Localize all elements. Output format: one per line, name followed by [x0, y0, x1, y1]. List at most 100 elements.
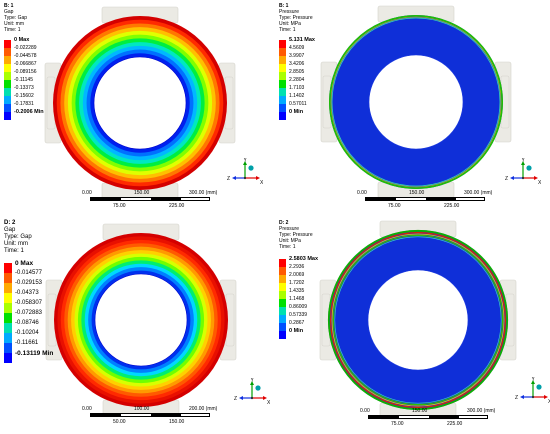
- scale-bar-graphic: [90, 413, 210, 417]
- view-sphere-icon: [536, 384, 542, 390]
- legend-swatch: [4, 80, 11, 88]
- scale-bar: 0.00 150.00 300.00 (mm) 75.00 225.00: [82, 190, 275, 216]
- legend-swatch: [4, 48, 11, 56]
- axis-triad: Y X Z: [515, 377, 550, 405]
- axis-triad: Y X Z: [234, 378, 270, 406]
- legend-label: 0.2867: [289, 320, 305, 326]
- header-line: Unit: mm: [4, 241, 28, 247]
- y-axis-label: Y: [522, 158, 526, 164]
- header-line: Type: Gap: [4, 15, 28, 21]
- legend-label: -0.04373: [15, 289, 39, 296]
- header-line: Unit: mm: [4, 21, 24, 27]
- legend-swatch: [279, 80, 286, 88]
- contour-edge-band: [331, 233, 505, 407]
- legend-label: 0 Min: [289, 109, 304, 115]
- scale-segment: [366, 198, 396, 200]
- ring-bore: [368, 54, 464, 150]
- scale-bar-graphic: [368, 415, 488, 419]
- legend-label: 0 Max: [15, 259, 34, 267]
- legend-swatch: [279, 323, 286, 331]
- header-line: B: 1: [279, 3, 289, 9]
- header-line: Time: 1: [4, 27, 21, 33]
- panel-d2-pressure: D: 2 Pressure Type: Pressure Unit: MPa T…: [275, 217, 550, 434]
- contour-edge-band: [331, 17, 501, 187]
- y-axis-arrow: [521, 161, 525, 165]
- scale-segment: [369, 416, 399, 418]
- y-axis-label: Y: [251, 378, 255, 384]
- ring-bore: [93, 56, 187, 150]
- legend-label: -0.044578: [14, 53, 37, 59]
- legend-swatch: [4, 323, 12, 333]
- legend-swatch: [279, 40, 286, 48]
- legend-label: -0.15602: [14, 93, 34, 99]
- legend-swatch: [279, 72, 286, 80]
- legend-swatch: [279, 88, 286, 96]
- z-axis-arrow: [520, 395, 524, 399]
- x-axis-label: X: [538, 180, 541, 186]
- header-line: Time: 1: [279, 27, 296, 33]
- x-axis-label: X: [260, 180, 263, 186]
- scale-segment: [151, 414, 181, 416]
- legend-label: -0.08746: [15, 319, 39, 326]
- y-axis-arrow: [243, 161, 247, 165]
- legend-label: -0.014577: [15, 269, 43, 276]
- y-axis-label: Y: [532, 377, 536, 383]
- legend-swatch: [4, 88, 11, 96]
- legend-label: -0.11145: [14, 77, 33, 83]
- scale-bar: 0.00 150.00 300.00 (mm) 75.00 225.00: [357, 190, 550, 216]
- legend-label: -0.022289: [14, 45, 37, 51]
- z-axis-label: Z: [227, 176, 230, 182]
- legend-label: 2.8505: [289, 69, 305, 75]
- header-line: Pressure: [279, 226, 300, 232]
- axis-triad: Y X Z: [505, 158, 541, 186]
- legend-label: -0.029153: [15, 279, 43, 286]
- legend-swatch: [279, 64, 286, 72]
- scale-segment: [426, 198, 456, 200]
- z-axis-label: Z: [234, 396, 237, 402]
- y-axis-label: Y: [244, 158, 248, 164]
- contour-edge-band: [327, 229, 509, 411]
- scale-tick-label: 100.00: [134, 406, 150, 412]
- panel-b1-gap: B: 1 Gap Type: Gap Unit: mm Time: 1 0 Ma…: [0, 0, 275, 217]
- z-axis-arrow: [232, 176, 236, 180]
- legend-label: -0.066867: [14, 61, 37, 67]
- legend-label: -0.2006 Min: [14, 109, 44, 115]
- scale-tick-label: 75.00: [388, 203, 401, 209]
- axis-triad: Y X Z: [227, 158, 263, 186]
- legend-label: -0.089156: [14, 69, 37, 75]
- result-header: B: 1 Gap Type: Gap Unit: mm Time: 1: [4, 3, 27, 33]
- scale-tick-label: 300.00 (mm): [189, 190, 218, 196]
- legend-swatch: [279, 291, 286, 299]
- legend-swatch: [4, 283, 12, 293]
- legend-swatch: [279, 299, 286, 307]
- scale-segment: [151, 198, 181, 200]
- legend-swatch: [279, 104, 286, 112]
- scale-bar: 0.00 100.00 200.00 (mm) 50.00 150.00: [82, 406, 275, 432]
- header-line: Gap: [4, 227, 16, 233]
- legend-label: -0.17831: [14, 101, 34, 107]
- pressure-contour-ring-b1: [320, 5, 512, 199]
- legend-label: 0 Min: [289, 328, 304, 334]
- legend-swatch: [279, 283, 286, 291]
- legend-swatch: [279, 56, 286, 64]
- header-line: D: 2: [4, 220, 16, 226]
- triad-origin: [531, 395, 535, 399]
- pressure-contour-ring-d2: [319, 220, 517, 420]
- result-header: D: 2 Gap Type: Gap Unit: mm Time: 1: [4, 220, 32, 255]
- legend-label: 2.2804: [289, 77, 305, 83]
- z-axis-arrow: [510, 176, 514, 180]
- legend-label: 0.57011: [289, 101, 307, 107]
- scale-tick-label: 0.00: [357, 190, 367, 196]
- scale-tick-label: 150.00: [412, 408, 428, 414]
- x-axis-label: X: [548, 399, 550, 405]
- legend-swatch: [4, 293, 12, 303]
- legend-swatch: [279, 307, 286, 315]
- x-axis-arrow: [544, 395, 548, 399]
- legend-label: 0.86009: [289, 304, 308, 310]
- result-header: B: 1 Pressure Type: Pressure Unit: MPa T…: [279, 3, 313, 33]
- legend-swatch: [4, 343, 12, 353]
- legend-swatch: [4, 112, 11, 120]
- legend-swatch: [4, 273, 12, 283]
- scale-tick-label: 0.00: [82, 190, 92, 196]
- contour-edge-band: [329, 231, 507, 409]
